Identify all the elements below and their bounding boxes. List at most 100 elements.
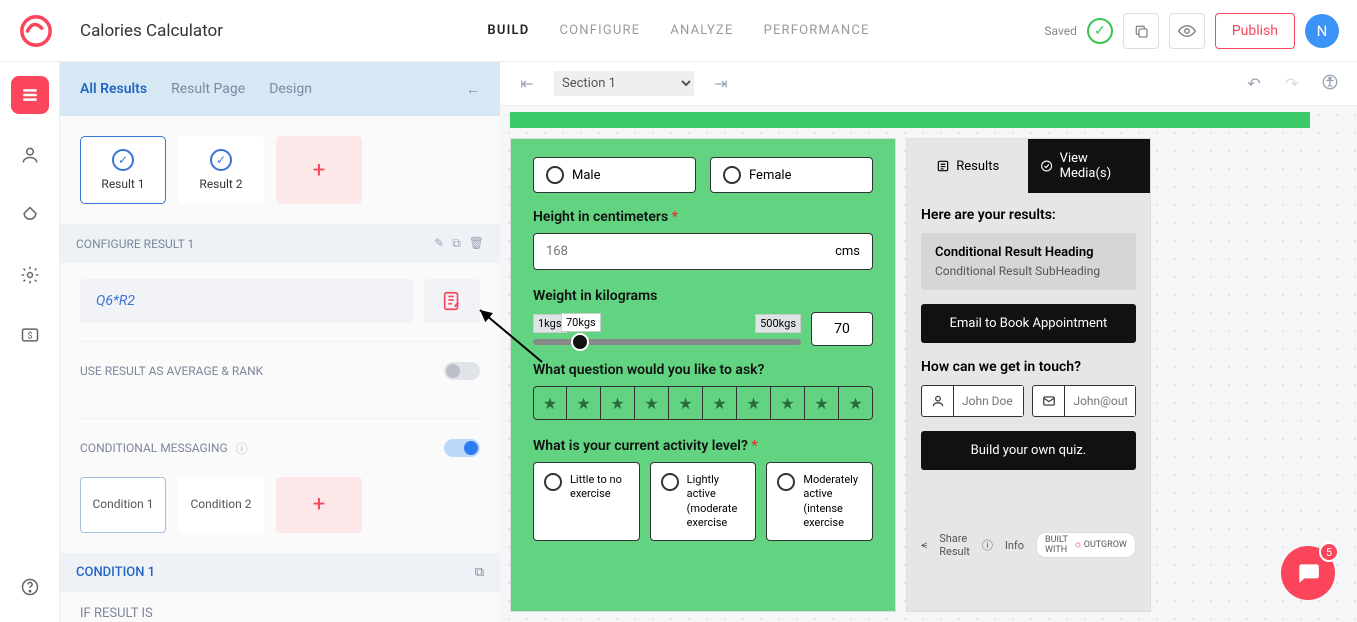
- activity-opt-3[interactable]: Moderately active (intense exercise: [766, 462, 873, 541]
- rail-settings-icon[interactable]: [11, 256, 49, 294]
- builtwith-badge[interactable]: BUILT WITHOUTGROW: [1036, 532, 1136, 558]
- saved-check-icon: ✓: [1087, 18, 1113, 44]
- main-nav: BUILD CONFIGURE ANALYZE PERFORMANCE: [487, 23, 869, 38]
- chat-fab[interactable]: 5: [1281, 546, 1335, 600]
- weight-mid: 70kgs: [561, 313, 601, 332]
- result-card-2[interactable]: ✓Result 2: [178, 136, 264, 204]
- publish-button[interactable]: Publish: [1215, 13, 1295, 49]
- delete-icon[interactable]: 🗑: [469, 236, 484, 251]
- accessibility-icon[interactable]: [1319, 73, 1341, 95]
- condition-1-label: CONDITION 1: [76, 565, 155, 580]
- share-icon[interactable]: ⪪: [921, 538, 927, 552]
- cond-label: CONDITIONAL MESSAGING: [80, 441, 228, 455]
- rail-theme-icon[interactable]: [11, 196, 49, 234]
- condition-1-header: CONDITION 1 ⧉: [60, 553, 500, 592]
- mail-icon: [1033, 386, 1065, 416]
- email-input[interactable]: [1065, 386, 1134, 416]
- if-result-label: IF RESULT IS: [80, 592, 480, 622]
- nav-configure[interactable]: CONFIGURE: [559, 23, 640, 38]
- activity-label: What is your current activity level? *: [533, 438, 873, 454]
- weight-slider[interactable]: 1kgs70kgs500kgs: [533, 314, 801, 345]
- height-input[interactable]: [533, 233, 823, 270]
- activity-opt-2[interactable]: Lightly active (moderate exercise: [650, 462, 757, 541]
- left-rail: $: [0, 62, 60, 622]
- tab-design[interactable]: Design: [269, 81, 312, 97]
- preview-area: ⇤ Section 1 ⇥ ↶ ↷ Male Female: [500, 62, 1357, 622]
- edit-icon[interactable]: ✎: [434, 236, 444, 251]
- height-label: Height in centimeters *: [533, 209, 873, 225]
- next-section-icon[interactable]: ⇥: [710, 74, 732, 93]
- condition-card-2[interactable]: Condition 2: [178, 477, 264, 533]
- name-input-wrap: [921, 385, 1024, 417]
- build-quiz-button[interactable]: Build your own quiz.: [921, 431, 1136, 470]
- tab-all-results[interactable]: All Results: [80, 81, 147, 97]
- nav-analyze[interactable]: ANALYZE: [670, 23, 733, 38]
- rail-builder-icon[interactable]: [11, 76, 49, 114]
- undo-icon[interactable]: ↶: [1243, 74, 1265, 93]
- copy-icon[interactable]: ⧉: [475, 565, 484, 580]
- back-arrow-icon[interactable]: ←: [466, 81, 480, 98]
- rail-user-icon[interactable]: [11, 136, 49, 174]
- section-select[interactable]: Section 1: [554, 71, 694, 96]
- logo[interactable]: [10, 14, 62, 48]
- rail-billing-icon[interactable]: $: [11, 316, 49, 354]
- nav-performance[interactable]: PERFORMANCE: [764, 23, 870, 38]
- result-1-label: Result 1: [101, 177, 144, 191]
- activity-opt-1[interactable]: Little to no exercise: [533, 462, 640, 541]
- avg-label: USE RESULT AS AVERAGE & RANK: [80, 364, 263, 378]
- result-subheading: Conditional Result SubHeading: [935, 264, 1122, 278]
- gender-female[interactable]: Female: [710, 157, 873, 193]
- formula-input[interactable]: Q6*R2: [80, 279, 414, 323]
- results-tab-label: Results: [956, 159, 999, 174]
- results-tab[interactable]: Results: [907, 139, 1028, 193]
- tab-result-page[interactable]: Result Page: [171, 81, 245, 97]
- avatar[interactable]: N: [1305, 14, 1339, 48]
- avg-toggle[interactable]: [444, 362, 480, 380]
- star-rating[interactable]: ★★★★★★★★★★: [533, 386, 873, 420]
- progress-bar: [510, 112, 1310, 128]
- results-sidebar: Results View Media(s) Here are your resu…: [906, 138, 1151, 612]
- rating-label: What question would you like to ask?: [533, 362, 873, 378]
- panel-tabs: All Results Result Page Design ←: [60, 62, 500, 116]
- email-input-wrap: [1032, 385, 1135, 417]
- cond-toggle[interactable]: [444, 439, 480, 457]
- rail-help-icon[interactable]: [11, 568, 49, 606]
- copy-icon[interactable]: ⧉: [452, 236, 461, 251]
- weight-max: 500kgs: [755, 314, 801, 333]
- copy-button[interactable]: [1123, 13, 1159, 49]
- info-icon-2[interactable]: ⓘ: [982, 537, 993, 553]
- add-condition-button[interactable]: +: [276, 477, 362, 533]
- result-2-label: Result 2: [199, 177, 242, 191]
- info-icon[interactable]: ⓘ: [236, 440, 248, 457]
- info-label[interactable]: Info: [1005, 539, 1024, 552]
- redo-icon[interactable]: ↷: [1281, 74, 1303, 93]
- user-icon: [922, 386, 954, 416]
- condition-cards: Condition 1 Condition 2 +: [80, 477, 480, 533]
- result-cards: ✓Result 1 ✓Result 2 +: [80, 136, 480, 204]
- weight-label: Weight in kilograms: [533, 288, 873, 304]
- form-preview: Male Female Height in centimeters * cms …: [510, 138, 896, 612]
- preview-toolbar: ⇤ Section 1 ⇥ ↶ ↷: [500, 62, 1357, 106]
- header-actions: Saved ✓ Publish N: [1044, 13, 1339, 49]
- formula-editor-button[interactable]: [424, 279, 480, 323]
- share-label[interactable]: Share Result: [939, 532, 970, 558]
- name-input[interactable]: [954, 386, 1023, 416]
- email-cta-button[interactable]: Email to Book Appointment: [921, 304, 1136, 343]
- height-unit: cms: [823, 233, 873, 270]
- result-heading-box[interactable]: Conditional Result Heading Conditional R…: [921, 233, 1136, 290]
- result-heading: Conditional Result Heading: [935, 245, 1122, 260]
- nav-build[interactable]: BUILD: [487, 23, 529, 38]
- configure-result-header: CONFIGURE RESULT 1 ✎ ⧉ 🗑: [60, 224, 500, 263]
- gender-male[interactable]: Male: [533, 157, 696, 193]
- results-heading: Here are your results:: [921, 207, 1136, 223]
- weight-value[interactable]: 70: [811, 312, 873, 346]
- prev-section-icon[interactable]: ⇤: [516, 74, 538, 93]
- page-title: Calories Calculator: [80, 21, 223, 41]
- result-card-1[interactable]: ✓Result 1: [80, 136, 166, 204]
- condition-card-1[interactable]: Condition 1: [80, 477, 166, 533]
- media-tab[interactable]: View Media(s): [1028, 139, 1149, 193]
- preview-button[interactable]: [1169, 13, 1205, 49]
- contact-heading: How can we get in touch?: [921, 359, 1136, 375]
- male-label: Male: [572, 168, 600, 183]
- add-result-button[interactable]: +: [276, 136, 362, 204]
